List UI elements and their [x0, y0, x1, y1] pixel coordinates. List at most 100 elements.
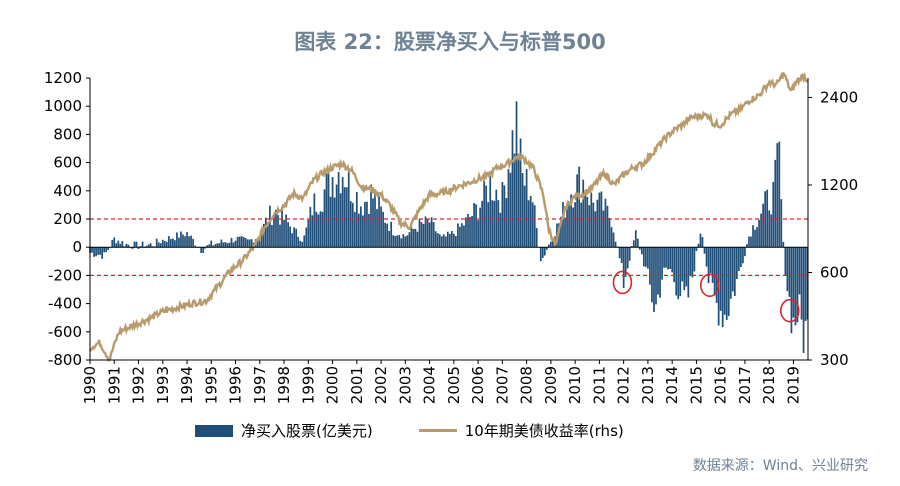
bar [663, 247, 665, 268]
bar [503, 185, 506, 248]
x-tick-label: 2006 [469, 366, 487, 404]
bar [406, 235, 409, 248]
bar [744, 247, 746, 257]
bar [155, 238, 158, 248]
x-tick-label: 2002 [372, 366, 390, 404]
y-left-tick-label: -800 [48, 351, 82, 369]
bar [307, 219, 310, 248]
bar [711, 247, 714, 283]
bar [643, 247, 645, 267]
line-series [88, 71, 809, 362]
bar [426, 219, 429, 248]
bar [394, 236, 397, 248]
bar [402, 234, 405, 248]
x-tick-label: 1999 [299, 366, 317, 404]
bar [738, 247, 740, 271]
bar [626, 247, 629, 269]
x-tick-label: 1992 [130, 366, 148, 404]
bar [208, 244, 211, 248]
bar [566, 203, 568, 248]
bar [701, 237, 704, 248]
bar [291, 233, 293, 248]
bar [384, 222, 386, 248]
bar [444, 236, 447, 248]
bar [242, 237, 245, 248]
bar [368, 213, 370, 248]
bar [190, 235, 192, 248]
bar [541, 247, 544, 258]
bar [224, 242, 227, 248]
bar [640, 247, 643, 255]
bar [317, 214, 320, 248]
bar [766, 189, 769, 248]
bar [598, 192, 601, 248]
bar [376, 209, 378, 248]
bar [212, 245, 215, 248]
bar [483, 178, 486, 248]
bar [345, 187, 348, 248]
bar [550, 241, 552, 248]
bar [355, 192, 358, 248]
bar [101, 247, 103, 259]
bar [677, 247, 680, 300]
bar [412, 228, 415, 248]
bar [547, 244, 550, 248]
bar [786, 247, 789, 292]
bar [570, 194, 572, 248]
bar [434, 231, 437, 248]
bar [584, 195, 587, 248]
bar [93, 247, 95, 257]
bar [754, 229, 756, 248]
source-note: 数据来源：Wind、兴业研究 [692, 458, 868, 474]
bar [420, 222, 423, 248]
bar [99, 247, 101, 255]
bar [347, 168, 350, 248]
bar [733, 247, 736, 296]
bar [135, 241, 138, 248]
bar [265, 217, 267, 248]
bar [665, 247, 667, 268]
bar [463, 225, 465, 248]
bar [772, 181, 775, 248]
bar [341, 176, 344, 248]
bar [687, 247, 690, 298]
bar [388, 230, 391, 248]
bar [531, 202, 534, 248]
bar [289, 226, 291, 248]
bar [446, 231, 449, 248]
bar [796, 247, 799, 323]
bar [493, 200, 496, 248]
y-left-tick-label: 200 [53, 210, 82, 228]
bar [323, 189, 326, 248]
bar [501, 181, 504, 248]
bar [329, 196, 332, 248]
x-tick-label: 2010 [566, 366, 584, 404]
x-tick-label: 1991 [105, 366, 123, 404]
bar [172, 238, 174, 248]
bar [756, 227, 758, 248]
y-left-tick-label: 400 [53, 182, 82, 200]
x-tick-label: 2014 [663, 366, 681, 404]
x-tick-label: 1998 [275, 366, 293, 404]
bar [564, 217, 566, 248]
y-left-tick-label: -600 [48, 323, 82, 341]
bar [167, 236, 170, 248]
bar [275, 209, 277, 248]
bar [236, 236, 239, 248]
bar [305, 227, 308, 248]
bar [707, 247, 710, 284]
bar [691, 247, 694, 278]
bar [372, 198, 374, 248]
bar [596, 199, 599, 248]
bar [234, 240, 237, 248]
bar [790, 247, 793, 334]
bar [107, 247, 110, 251]
bar [521, 173, 524, 248]
bar [798, 247, 801, 295]
bar [299, 240, 302, 248]
bar [176, 232, 178, 248]
bar [602, 210, 605, 248]
bar [727, 247, 730, 316]
bar [250, 239, 253, 248]
bar [655, 247, 657, 305]
